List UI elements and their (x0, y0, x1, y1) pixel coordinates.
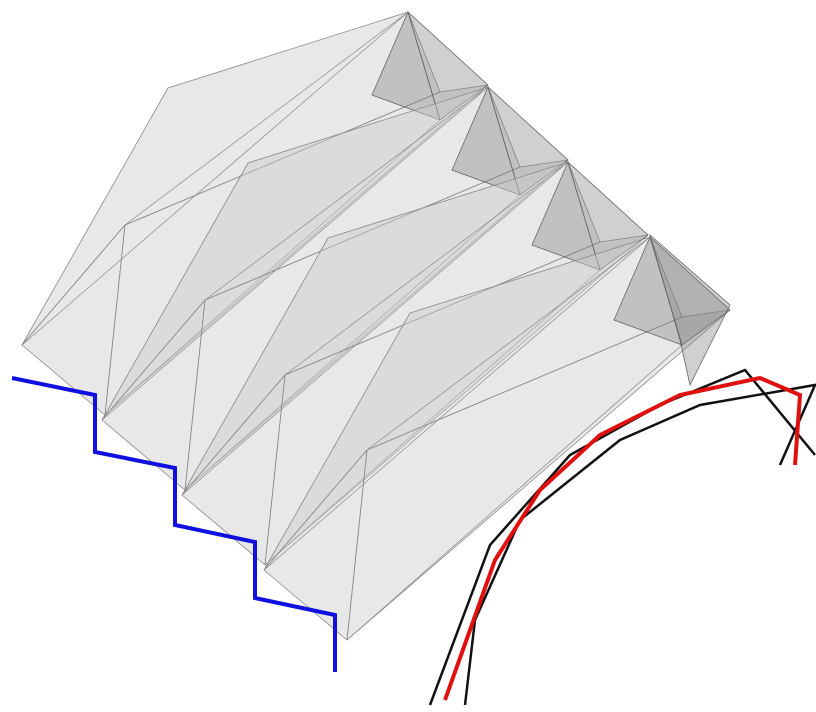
red-curve (443, 375, 803, 701)
end-facet (649, 233, 731, 387)
black-curve (428, 368, 816, 706)
staircase-profile (11, 376, 337, 672)
